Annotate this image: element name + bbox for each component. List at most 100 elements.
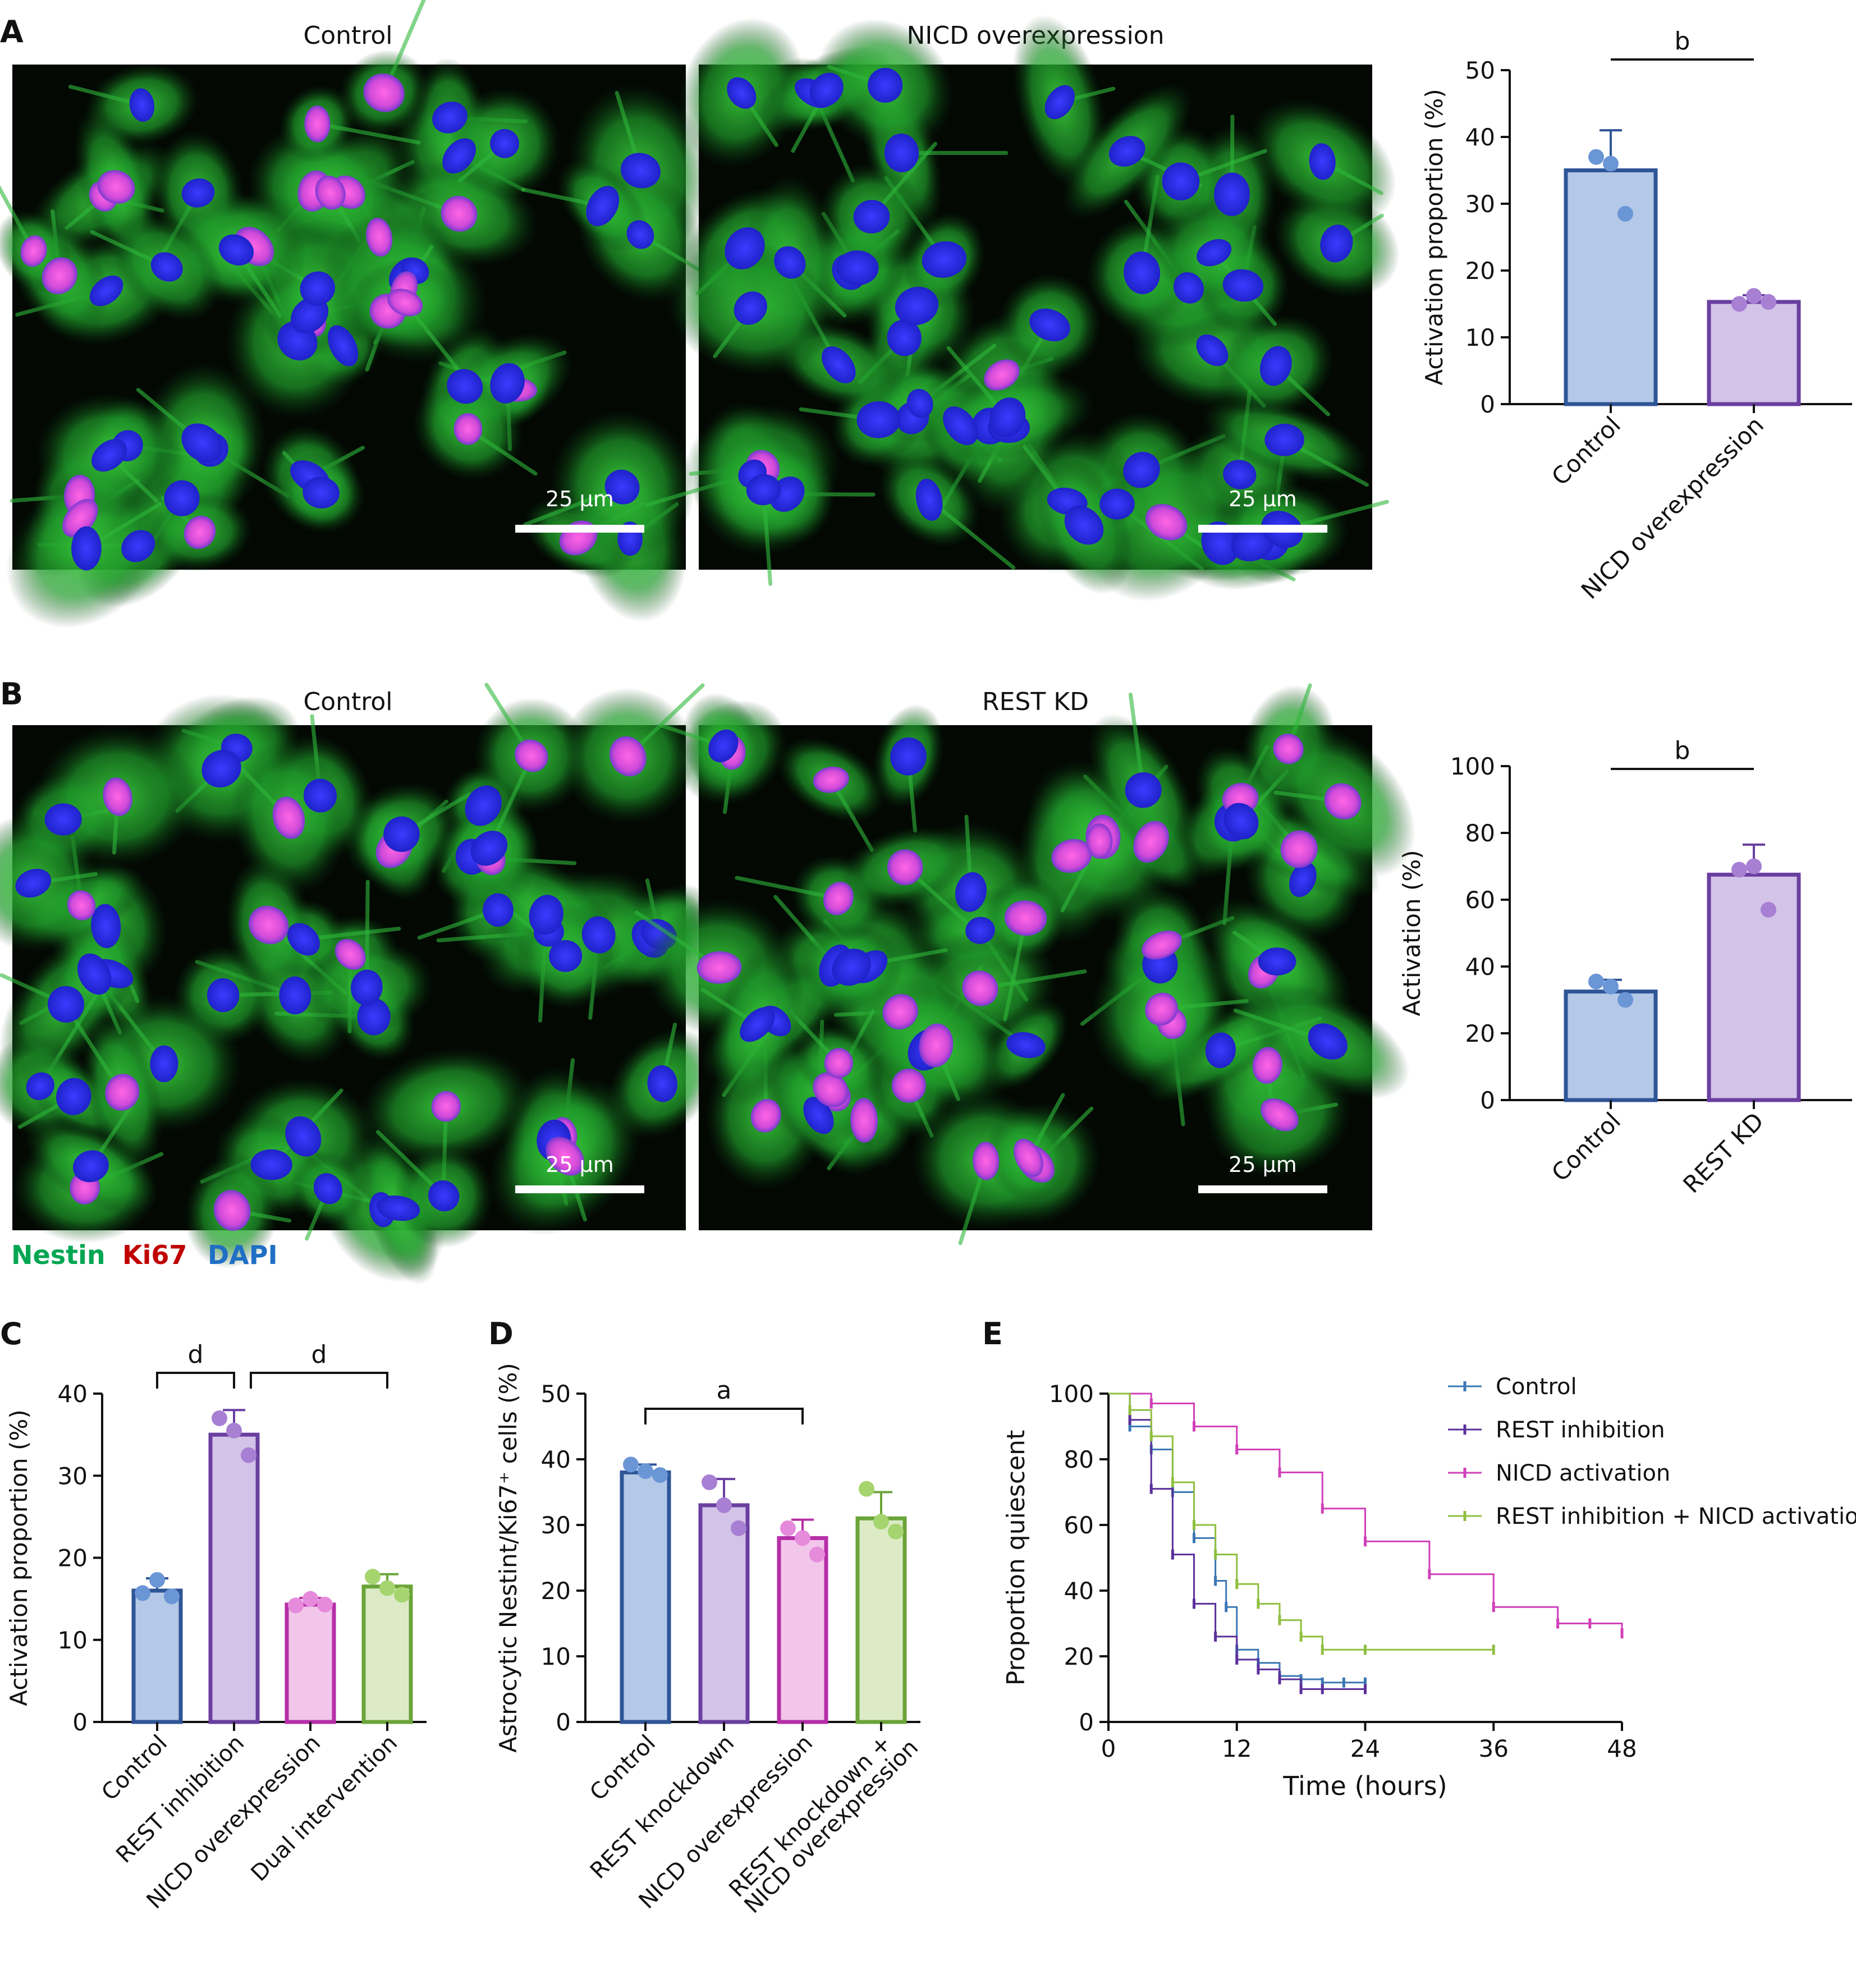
y-tick-label: 60 [1465, 886, 1495, 914]
y-tick-label: 30 [1465, 190, 1495, 218]
nestin-process [927, 497, 1016, 570]
dapi-nucleus [1108, 136, 1145, 167]
dapi-nucleus [26, 1072, 54, 1101]
dapi-nucleus [1064, 506, 1104, 545]
y-tick-label: 10 [58, 1627, 88, 1654]
ki67-positive-nucleus [1014, 1139, 1043, 1177]
ki67-positive-nucleus [1004, 900, 1047, 936]
ki67-positive-nucleus [891, 1068, 926, 1103]
dapi-nucleus [1309, 143, 1336, 180]
y-tick-label: 0 [72, 1708, 88, 1736]
ki67-positive-nucleus [453, 413, 483, 445]
significance-bracket [156, 1372, 235, 1389]
dapi-nucleus [1259, 346, 1292, 386]
dapi-nucleus [470, 831, 508, 866]
dapi-nucleus [774, 246, 806, 279]
ki67-positive-nucleus [67, 890, 96, 920]
legend-label: NICD activation [1496, 1460, 1670, 1486]
data-point [873, 1514, 889, 1530]
y-axis-label: Activation proportion (%) [1420, 89, 1448, 385]
x-tick-label: REST KD [1678, 1107, 1769, 1198]
dapi-nucleus [549, 940, 583, 972]
ki67-positive-nucleus [882, 993, 918, 1030]
dapi-nucleus [708, 729, 739, 763]
dapi-nucleus [15, 868, 52, 898]
data-point [149, 1572, 165, 1588]
ki67-positive-nucleus [823, 881, 854, 915]
bar [855, 1516, 907, 1724]
dapi-nucleus [91, 439, 127, 472]
data-point [317, 1596, 333, 1613]
panel-letter-d: D [488, 1316, 514, 1352]
dapi-nucleus [1320, 225, 1353, 263]
y-tick-label: 20 [1465, 1020, 1495, 1047]
y-tick-label: 0 [1480, 1087, 1495, 1114]
dapi-nucleus [1099, 488, 1135, 520]
x-tick-label: 0 [1101, 1735, 1116, 1762]
dapi-nucleus [1205, 1032, 1236, 1069]
y-tick-label: 10 [1465, 324, 1495, 351]
dapi-nucleus [91, 904, 121, 949]
x-tick-label: Control [1546, 1107, 1626, 1187]
ki67-positive-nucleus [1051, 839, 1092, 873]
bar [285, 1602, 336, 1724]
legend-label: REST inhibition [1496, 1417, 1665, 1443]
micrograph-a1-title: Control [303, 21, 392, 50]
dapi-nucleus [490, 363, 525, 404]
ki67-positive-nucleus [387, 288, 423, 317]
ki67-positive-nucleus [1280, 830, 1318, 868]
chart-a-activation-bar: 0 10 20 30 40 50 Activation proportion (%) Cont… [1420, 27, 1852, 604]
ki67-positive-nucleus [813, 766, 849, 793]
dapi-nucleus [832, 949, 871, 986]
scale-bar-label-b2: 25 µm [1229, 1152, 1297, 1177]
nestin-process [735, 876, 841, 901]
dapi-nucleus [285, 1116, 322, 1157]
x-tick-label: 24 [1350, 1735, 1380, 1762]
dapi-nucleus [328, 325, 359, 367]
dapi-nucleus [604, 469, 640, 505]
dapi-nucleus [740, 1007, 775, 1042]
ki67-positive-nucleus [887, 849, 923, 886]
scale-bar [515, 1185, 644, 1193]
dapi-nucleus [121, 530, 155, 562]
ki67-positive-nucleus [919, 1023, 954, 1068]
scale-bar [1198, 525, 1327, 533]
dapi-nucleus [72, 1150, 109, 1183]
y-tick-label: 20 [1465, 257, 1495, 285]
x-axis-label: Time (hours) [1282, 1771, 1447, 1801]
dapi-nucleus [620, 153, 661, 189]
dapi-nucleus [867, 67, 903, 103]
dapi-nucleus [377, 1195, 420, 1221]
ki67-positive-nucleus [750, 1098, 781, 1133]
ki67-positive-nucleus [609, 736, 647, 777]
chart-e-quiescence-curve: 0 20 40 60 80 100 0 12 24 36 48 Time (hours) Proport… [1002, 1374, 1856, 1801]
y-axis-label: Activation proportion (%) [5, 1409, 33, 1706]
dapi-nucleus [1308, 1023, 1348, 1060]
data-point [226, 1422, 242, 1439]
y-axis-label: Astrocytic Nestint/Ki67⁺ cells (%) [494, 1363, 522, 1753]
dapi-nucleus [1197, 239, 1232, 267]
bar [1707, 872, 1801, 1102]
y-tick-label: 50 [541, 1380, 571, 1408]
dapi-nucleus [989, 397, 1026, 438]
ki67-positive-nucleus [973, 1142, 1000, 1180]
y-tick-label: 0 [1480, 391, 1495, 418]
nestin-process [301, 927, 401, 942]
dapi-nucleus [442, 138, 476, 174]
dapi-nucleus [887, 319, 922, 356]
y-tick-label: 100 [1049, 1380, 1094, 1408]
legend-label: Control [1496, 1374, 1577, 1400]
y-tick-label: 20 [58, 1545, 88, 1572]
scale-bar-label-a1: 25 µm [546, 487, 614, 511]
panel-letter-c: C [0, 1316, 22, 1352]
dapi-nucleus [77, 953, 112, 995]
x-tick-label: REST inhibition [111, 1730, 249, 1868]
survival-curve [1108, 1392, 1623, 1634]
dapi-nucleus [383, 816, 420, 852]
ki67-positive-nucleus [1324, 783, 1362, 819]
x-tick-label: Control [585, 1730, 661, 1806]
dapi-nucleus [915, 478, 943, 521]
ki67-positive-nucleus [20, 235, 47, 267]
y-tick-label: 50 [1465, 57, 1495, 84]
